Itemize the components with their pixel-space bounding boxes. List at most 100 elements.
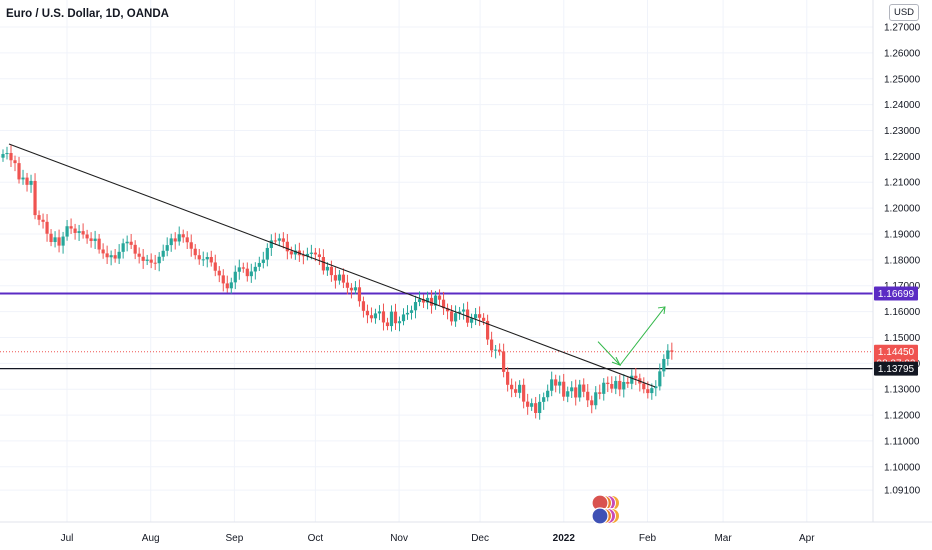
candle-body	[401, 314, 406, 322]
candle	[133, 240, 137, 260]
candle	[121, 238, 125, 259]
candle	[610, 376, 614, 393]
candle	[365, 304, 370, 324]
price-tick-label: 1.25000	[884, 74, 921, 85]
candle	[614, 376, 618, 395]
candle-body	[85, 234, 89, 239]
candle-body	[129, 241, 133, 245]
candle-body	[421, 299, 426, 303]
candle-body	[630, 375, 634, 384]
candle	[622, 374, 626, 398]
candle	[69, 218, 73, 234]
candle-body	[33, 180, 37, 216]
candle	[193, 244, 197, 260]
candle-body	[145, 259, 149, 261]
candle	[606, 376, 610, 393]
price-tag-box	[874, 286, 918, 301]
candle	[73, 223, 77, 240]
candle-body	[461, 309, 466, 312]
candle-body	[165, 245, 169, 251]
candle	[89, 232, 93, 248]
candle	[377, 305, 382, 321]
candle-body	[269, 240, 273, 248]
price-tick-label: 1.24000	[884, 100, 921, 111]
candle-body	[157, 256, 161, 264]
candle	[61, 231, 65, 254]
candle	[401, 308, 406, 326]
candle-body	[546, 390, 550, 398]
candle-body	[590, 400, 594, 406]
candle-body	[441, 299, 446, 309]
candle-body	[109, 255, 113, 258]
candle	[29, 174, 33, 193]
candle	[506, 367, 510, 392]
candle	[173, 232, 177, 250]
candle-body	[453, 313, 458, 322]
candle-body	[606, 382, 610, 385]
candle	[550, 371, 554, 397]
candle	[429, 290, 434, 314]
candle	[185, 231, 189, 249]
candle-body	[321, 257, 325, 271]
candle	[181, 229, 185, 243]
candlestick-series	[1, 145, 674, 420]
candle-body	[57, 237, 61, 246]
time-tick-label: 2022	[553, 533, 576, 544]
candle	[165, 237, 169, 257]
candle	[9, 145, 13, 167]
candle	[662, 354, 666, 377]
candle-body	[241, 267, 245, 269]
candle-body	[554, 379, 558, 386]
candle-body	[249, 271, 253, 277]
candle	[289, 246, 293, 259]
candle-body	[245, 268, 249, 277]
candle-body	[506, 371, 510, 385]
candle	[461, 303, 466, 320]
candle	[626, 377, 630, 388]
candle-body	[313, 252, 317, 255]
candle-body	[153, 262, 157, 264]
candle-body	[594, 392, 598, 406]
candle	[13, 155, 17, 172]
candle	[518, 380, 522, 399]
candle	[1, 149, 5, 162]
currency-button[interactable]: USD	[889, 4, 919, 21]
candle-body	[133, 244, 137, 254]
candle-body	[141, 256, 145, 261]
candle	[85, 229, 89, 244]
candle-body	[161, 250, 165, 257]
candle	[546, 384, 550, 402]
candle	[77, 224, 81, 241]
candle	[17, 156, 21, 184]
candle	[93, 230, 97, 249]
candle-body	[634, 375, 638, 379]
candle	[277, 233, 281, 247]
candle-body	[181, 234, 185, 238]
candle-body	[93, 238, 97, 241]
candle-body	[1, 154, 5, 158]
price-tick-label: 1.12000	[884, 411, 921, 422]
candle-body	[69, 226, 73, 229]
projection-arrowhead	[657, 306, 666, 315]
candle	[618, 374, 622, 397]
candle-body	[337, 274, 342, 281]
time-tick-label: Jul	[61, 533, 74, 544]
candle-body	[626, 381, 630, 384]
candle-body	[373, 313, 378, 319]
candle-body	[177, 234, 181, 242]
candle-body	[281, 238, 285, 242]
candle-body	[389, 311, 394, 327]
candle-body	[13, 160, 17, 164]
candle-body	[550, 379, 554, 391]
candle-body	[486, 320, 490, 340]
candle	[301, 250, 305, 265]
price-tick-label: 1.18000	[884, 255, 921, 266]
candle	[397, 316, 402, 332]
candle-body	[277, 238, 281, 241]
chart-grid	[0, 0, 873, 522]
candle	[538, 394, 542, 420]
candle-body	[642, 383, 646, 390]
candle-body	[237, 267, 241, 272]
horizontal-levels	[0, 292, 873, 370]
